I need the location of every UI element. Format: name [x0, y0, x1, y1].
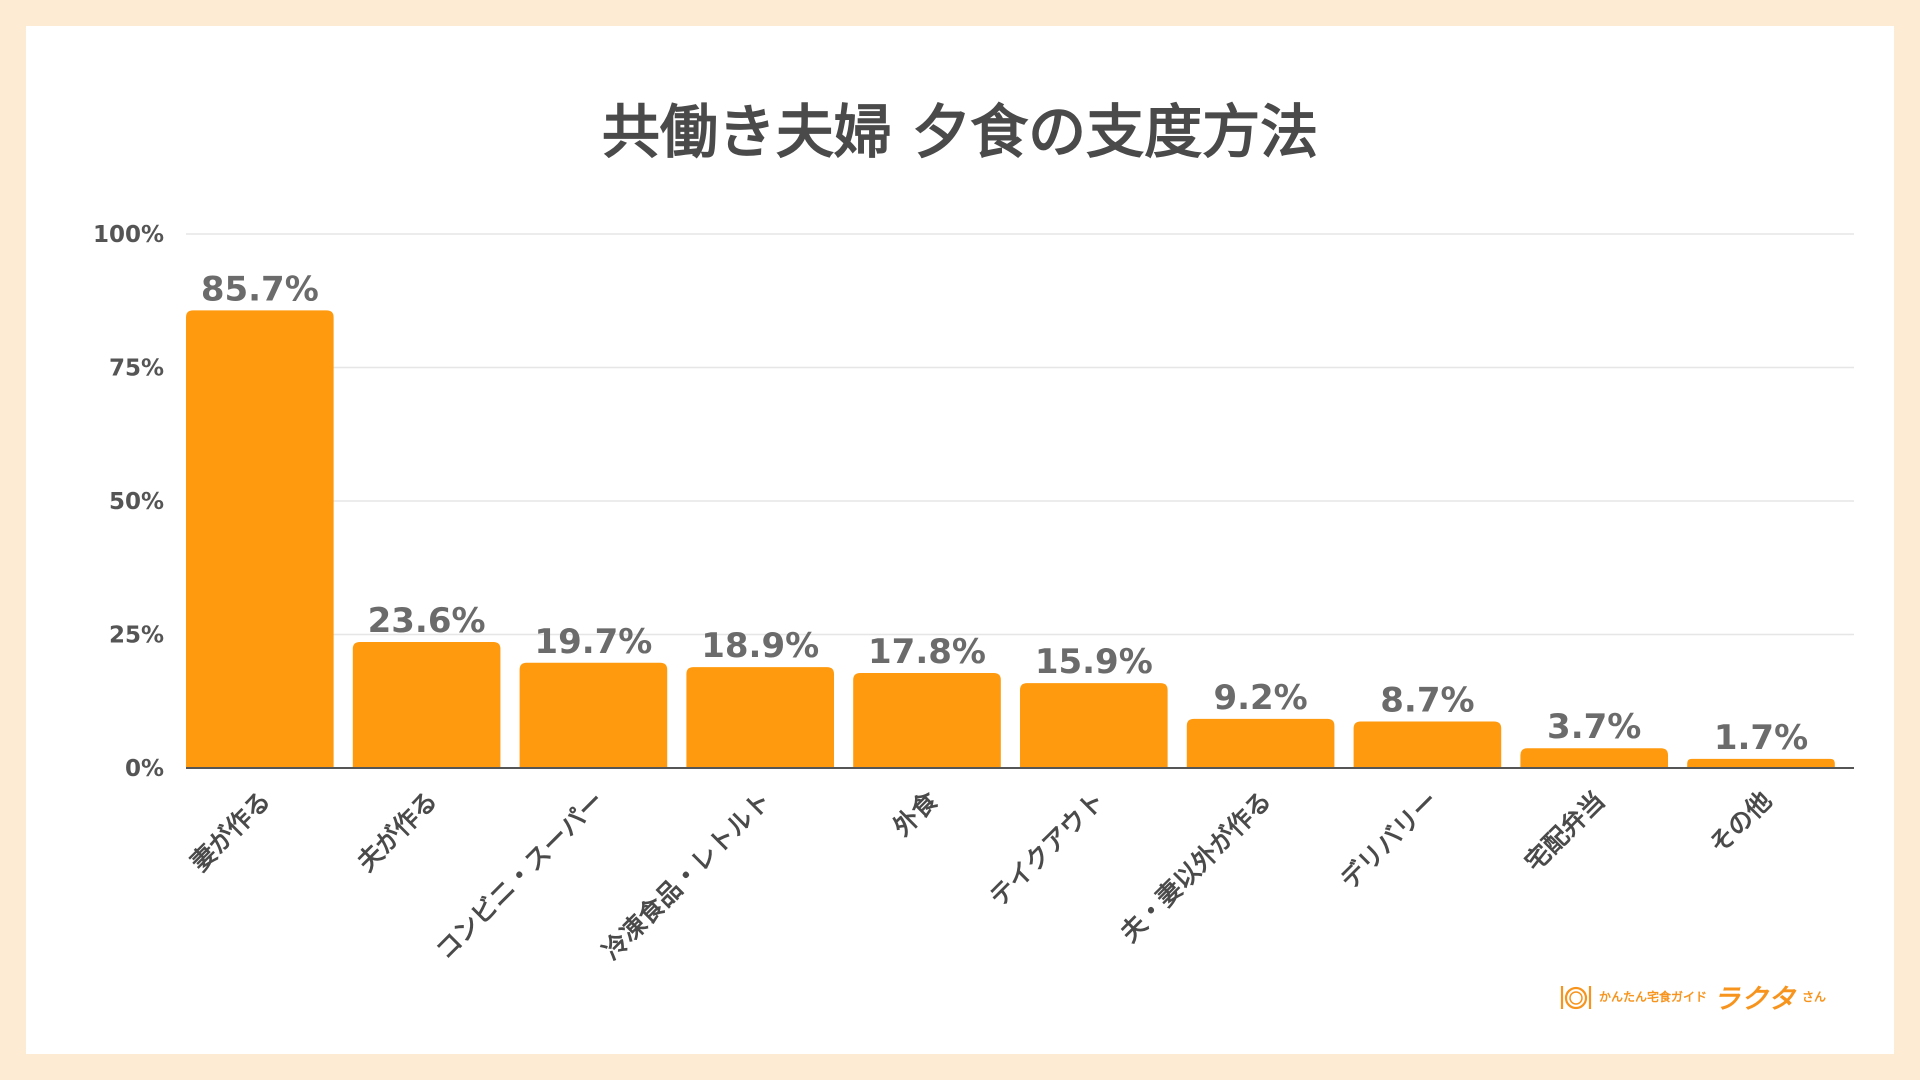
bar — [1687, 758, 1835, 768]
data-label: 19.7% — [534, 622, 652, 662]
chart-title: 共働き夫婦 夕食の支度方法 — [602, 98, 1318, 166]
chart-card: 共働き夫婦 夕食の支度方法 0% 25% 50% 75% 100% 85.7% 23.6%… — [26, 26, 1894, 1054]
x-tick-label: 宅配弁当 — [1519, 786, 1610, 877]
logo-suffix: さん — [1801, 990, 1826, 1004]
bar — [1186, 718, 1335, 768]
bar — [352, 641, 501, 768]
data-label: 9.2% — [1213, 678, 1307, 718]
bar-chart: 共働き夫婦 夕食の支度方法 0% 25% 50% 75% 100% 85.7% 23.6%… — [93, 98, 1854, 965]
bar — [519, 662, 668, 768]
data-label: 17.8% — [868, 632, 986, 672]
data-label: 18.9% — [701, 626, 819, 666]
y-tick-label: 100% — [93, 222, 164, 248]
data-label: 3.7% — [1547, 707, 1641, 747]
x-tick-label: コンビニ・スーパー — [430, 786, 609, 965]
x-tick-label: 妻が作る — [185, 786, 276, 877]
data-label: 85.7% — [201, 269, 319, 309]
data-label: 1.7% — [1714, 718, 1808, 758]
x-tick-label: 冷凍食品・レトルト — [597, 786, 777, 966]
plate-icon — [1560, 985, 1592, 1009]
y-tick-label: 75% — [109, 356, 164, 382]
bar — [853, 672, 1001, 768]
bar — [1520, 748, 1669, 768]
x-tick-label: テイクアウト — [984, 786, 1110, 912]
bars — [186, 310, 1835, 768]
data-label: 15.9% — [1035, 642, 1153, 682]
logo-tagline: かんたん宅食ガイド — [1599, 990, 1708, 1004]
brand-logo: かんたん宅食ガイド ラクタ さん — [1559, 977, 1826, 1016]
x-tick-label: デリバリー — [1335, 786, 1444, 895]
y-tick-label: 25% — [109, 623, 164, 649]
y-axis-ticks: 0% 25% 50% 75% 100% — [93, 222, 164, 782]
bar — [186, 310, 334, 768]
gridlines — [186, 233, 1854, 636]
bar — [1353, 721, 1502, 768]
bar — [1020, 683, 1168, 768]
y-tick-label: 50% — [109, 489, 164, 515]
x-tick-label: 夫・妻以外が作る — [1115, 786, 1277, 948]
data-label: 23.6% — [368, 601, 486, 641]
y-tick-label: 0% — [125, 756, 164, 782]
data-labels: 85.7% 23.6% 19.7% 18.9% 17.8% 15.9% 9.2% 8.7% 3.… — [201, 269, 1808, 758]
x-tick-label: 外食 — [887, 785, 944, 842]
x-tick-label: 夫が作る — [352, 786, 443, 877]
data-label: 8.7% — [1380, 681, 1474, 721]
logo-name: ラクタ — [1713, 984, 1796, 1015]
bar — [686, 667, 835, 768]
x-tick-label: その他 — [1704, 786, 1778, 860]
